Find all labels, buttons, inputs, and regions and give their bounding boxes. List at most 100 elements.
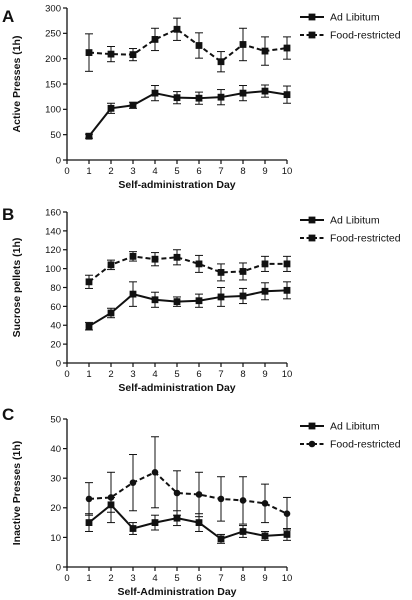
legend-marker [308, 234, 316, 242]
y-tick-label: 30 [50, 474, 61, 485]
y-tick-label: 120 [45, 245, 61, 256]
data-point [173, 298, 181, 306]
panel-label: C [2, 405, 14, 424]
y-axis-title: Inactive Presses (1h) [11, 441, 23, 545]
series-ad-libitum [85, 281, 291, 331]
data-point [239, 41, 247, 48]
y-axis-title: Active Presses (1h) [11, 36, 23, 133]
data-point [173, 489, 181, 497]
y-tick-label: 60 [50, 302, 61, 313]
y-tick-label: 80 [50, 283, 61, 294]
data-point [239, 89, 247, 97]
panel-b: B 0 20 40 60 80 100 120 140 160 0 1 2 3 4 5 6 7 8 9 10 Self-a… [2, 205, 401, 394]
panel-a: A 0 50 100 150 200 250 300 0 1 2 3 4 5 6 7 8 9 10 Self-admi… [2, 3, 401, 191]
legend-label: Food-restricted [330, 233, 401, 245]
x-tick-label: 9 [262, 166, 267, 177]
data-point [261, 260, 269, 268]
data-point [261, 500, 269, 507]
data-point [239, 268, 247, 275]
x-tick-label: 4 [152, 369, 157, 380]
data-point [195, 491, 203, 498]
data-point [151, 255, 159, 263]
y-tick-label: 20 [50, 340, 61, 351]
x-tick-label: 4 [152, 573, 157, 584]
data-point [217, 495, 225, 503]
data-point [85, 322, 93, 330]
x-tick-label: 3 [130, 369, 135, 380]
data-point [107, 261, 115, 269]
x-tick-label: 5 [174, 369, 179, 380]
x-tick-label: 8 [240, 573, 245, 584]
series-line [88, 255, 287, 283]
y-tick-label: 250 [45, 29, 61, 40]
y-tick-label: 40 [50, 321, 61, 332]
legend-marker [308, 216, 316, 224]
y-tick-label: 140 [45, 226, 61, 237]
x-tick-label: 7 [218, 166, 223, 177]
data-point [261, 47, 269, 55]
y-tick-label: 0 [56, 562, 61, 573]
data-point [107, 50, 115, 58]
x-tick-label: 9 [262, 369, 267, 380]
data-point [283, 44, 291, 52]
legend-marker [308, 440, 316, 448]
data-point [195, 260, 203, 268]
series-line [88, 503, 288, 540]
data-point [129, 51, 137, 59]
series-line [88, 289, 288, 328]
x-axis-title: Self-Administration Day [117, 586, 236, 598]
data-point [195, 42, 203, 49]
series-line [88, 471, 288, 515]
x-tick-label: 10 [282, 369, 293, 380]
data-point [173, 94, 181, 102]
legend-label: Ad Libitum [330, 421, 380, 433]
legend-item: Food-restricted [300, 439, 401, 451]
x-tick-label: 7 [218, 573, 223, 584]
data-point [239, 292, 247, 300]
series-food-restricted [85, 436, 291, 531]
legend-label: Food-restricted [330, 439, 401, 451]
y-tick-label: 50 [50, 130, 61, 141]
x-tick-label: 6 [196, 369, 201, 380]
data-point [129, 479, 137, 486]
data-point [195, 94, 203, 102]
series-food-restricted [85, 17, 291, 73]
data-point [283, 531, 291, 538]
x-tick-label: 0 [64, 369, 69, 380]
x-tick-label: 6 [196, 166, 201, 177]
x-tick-label: 4 [152, 166, 157, 177]
series-food-restricted [85, 249, 291, 289]
x-tick-label: 0 [64, 166, 69, 177]
x-tick-label: 8 [240, 369, 245, 380]
panel-label: A [2, 7, 14, 26]
x-tick-label: 10 [282, 573, 293, 584]
data-point [85, 49, 93, 56]
legend-label: Ad Libitum [330, 12, 380, 24]
data-point [217, 535, 225, 543]
legend-marker [308, 422, 316, 430]
data-point [85, 278, 93, 286]
data-point [217, 93, 225, 101]
x-tick-label: 5 [174, 166, 179, 177]
panel-label: B [2, 205, 14, 224]
data-point [129, 525, 137, 532]
data-point [151, 519, 159, 526]
data-point [129, 101, 137, 109]
y-tick-label: 20 [50, 503, 61, 514]
legend-item: Food-restricted [300, 233, 401, 245]
series-line [88, 28, 288, 63]
series-line [88, 90, 288, 137]
data-point [173, 514, 181, 522]
y-axis-title: Sucrose pellets (1h) [11, 238, 23, 338]
x-tick-label: 2 [108, 166, 113, 177]
data-point [107, 494, 115, 501]
data-point [129, 252, 137, 260]
x-tick-label: 10 [282, 166, 293, 177]
data-point [217, 269, 225, 276]
data-point [151, 89, 159, 97]
y-tick-label: 40 [50, 444, 61, 455]
data-point [151, 296, 159, 304]
x-tick-label: 3 [130, 166, 135, 177]
x-tick-label: 1 [86, 369, 91, 380]
x-tick-label: 7 [218, 369, 223, 380]
